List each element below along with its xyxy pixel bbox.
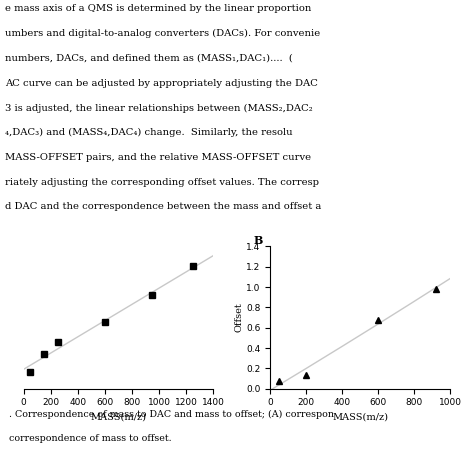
Text: MASS-OFFSET pairs, and the relative MASS-OFFSET curve: MASS-OFFSET pairs, and the relative MASS… bbox=[5, 153, 311, 162]
Text: 3 is adjusted, the linear relationships between (MASS₂,DAC₂: 3 is adjusted, the linear relationships … bbox=[5, 103, 312, 113]
Text: numbers, DACs, and defined them as (MASS₁,DAC₁)....  (: numbers, DACs, and defined them as (MASS… bbox=[5, 54, 292, 63]
Text: e mass axis of a QMS is determined by the linear proportion: e mass axis of a QMS is determined by th… bbox=[5, 4, 311, 13]
Text: ₄,DAC₃) and (MASS₄,DAC₄) change.  Similarly, the resolu: ₄,DAC₃) and (MASS₄,DAC₄) change. Similar… bbox=[5, 128, 292, 137]
X-axis label: MASS(m/z): MASS(m/z) bbox=[91, 413, 146, 422]
Text: AC curve can be adjusted by appropriately adjusting the DAC: AC curve can be adjusted by appropriatel… bbox=[5, 79, 318, 88]
Text: correspondence of mass to offset.: correspondence of mass to offset. bbox=[9, 434, 172, 443]
Text: . Correspondence of mass to DAC and mass to offset; (A) correspon: . Correspondence of mass to DAC and mass… bbox=[9, 410, 335, 419]
Y-axis label: Offset: Offset bbox=[234, 303, 243, 332]
X-axis label: MASS(m/z): MASS(m/z) bbox=[332, 413, 388, 422]
Text: riately adjusting the corresponding offset values. The corresp: riately adjusting the corresponding offs… bbox=[5, 178, 319, 187]
Text: B: B bbox=[254, 235, 263, 246]
Text: d DAC and the correspondence between the mass and offset a: d DAC and the correspondence between the… bbox=[5, 202, 321, 211]
Text: umbers and digital-to-analog converters (DACs). For convenie: umbers and digital-to-analog converters … bbox=[5, 29, 320, 38]
